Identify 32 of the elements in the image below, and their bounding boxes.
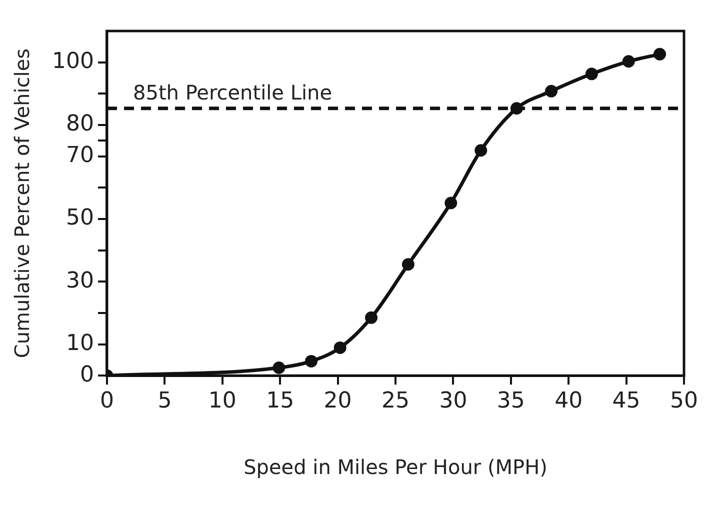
y-tick-label: 50 [66,206,94,231]
y-tick-label: 100 [52,49,94,74]
x-tick-label: 35 [496,388,525,414]
y-tick-label: 0 [80,362,94,388]
point [622,55,635,68]
x-tick-label: 25 [381,388,410,414]
y-tick-label: 30 [66,268,94,294]
point [654,48,666,60]
ref-line-label: 85th Percentile Line [132,80,332,105]
x-tick-label: 5 [158,388,172,414]
y-tick-label: 80 [66,112,94,137]
point [545,84,558,98]
x-tick-label: 10 [208,388,236,414]
point [474,144,488,157]
point [444,196,458,210]
x-tick-label: 30 [439,388,468,414]
x-axis-title: Speed in Miles Per Hour (MPH) [244,455,548,480]
x-tick-label: 0 [100,388,114,414]
point [585,68,598,80]
point [365,311,378,324]
point [272,362,286,374]
x-tick-label: 20 [324,388,352,414]
x-tick-label: 45 [612,388,640,414]
point [334,341,346,354]
x-tick-label: 40 [554,388,583,414]
x-tick-label: 50 [670,388,698,414]
x-tick-label: 15 [266,388,294,414]
point [305,354,318,368]
y-tick-label: 70 [66,143,94,168]
y-tick-label: 10 [66,330,94,356]
point [402,258,414,271]
y-axis-title: Cumulative Percent of Vehicles [10,48,34,358]
